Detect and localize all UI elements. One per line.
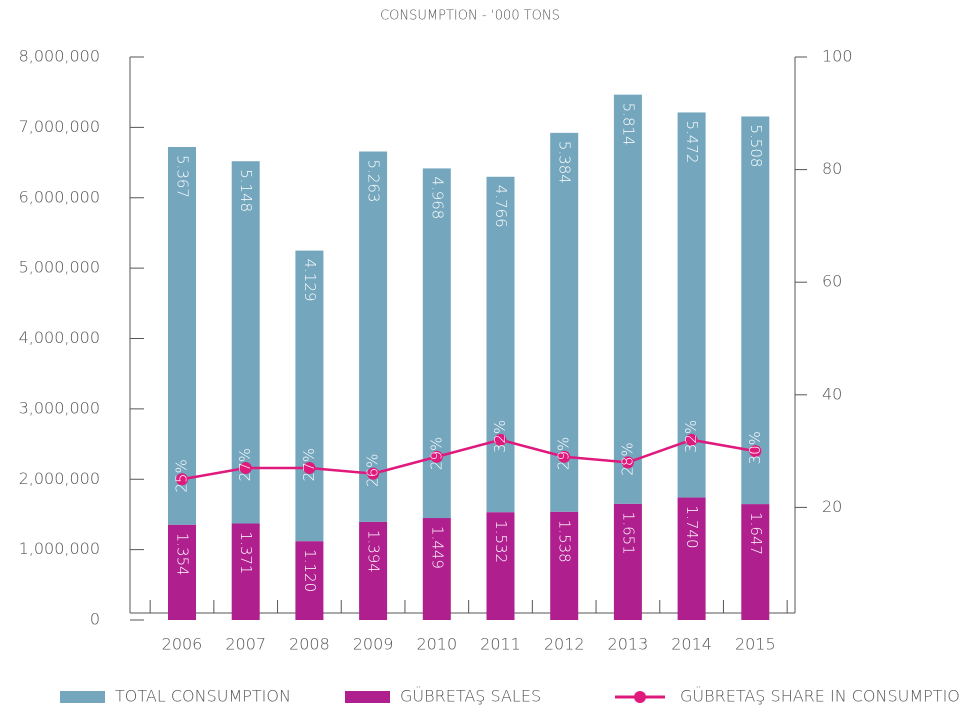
x-tick-label: 2006 bbox=[162, 635, 203, 654]
bar-segment bbox=[168, 147, 196, 525]
bar-segment bbox=[486, 176, 515, 513]
share-label: 32% bbox=[682, 420, 700, 453]
share-label: 29% bbox=[555, 437, 573, 470]
share-point bbox=[367, 467, 380, 480]
bar-segment bbox=[295, 250, 324, 542]
bar-value-label: 5.472 bbox=[683, 120, 701, 163]
bar-segment bbox=[677, 112, 706, 498]
share-point bbox=[239, 461, 252, 474]
x-tick-label: 2010 bbox=[416, 635, 457, 654]
share-point bbox=[176, 473, 188, 486]
bar-segment bbox=[422, 518, 451, 620]
bar-value-label: 4.129 bbox=[301, 259, 319, 302]
y-tick-label: 8,000,000 bbox=[19, 47, 100, 66]
y-tick-label: 2,000,000 bbox=[19, 469, 100, 488]
share-point bbox=[685, 433, 698, 446]
legend-label: GÜBRETAŞ SHARE IN CONSUMPTION bbox=[680, 687, 961, 706]
share-label: 27% bbox=[236, 448, 254, 481]
x-tick-label: 2009 bbox=[353, 635, 394, 654]
bar-segment bbox=[359, 521, 388, 620]
bar-segment bbox=[741, 504, 770, 620]
share-label: 27% bbox=[300, 448, 318, 481]
bar-segment bbox=[677, 497, 706, 620]
bar-segment bbox=[168, 524, 196, 620]
x-tick-label: 2013 bbox=[608, 635, 649, 654]
y2-tick-label: 80 bbox=[822, 159, 842, 178]
y-tick-label: 4,000,000 bbox=[19, 328, 100, 347]
share-label: 32% bbox=[491, 420, 509, 453]
x-tick-label: 2014 bbox=[671, 635, 712, 654]
share-label: 30% bbox=[746, 431, 764, 464]
legend-swatch bbox=[345, 691, 390, 703]
bar-value-label: 1.538 bbox=[556, 520, 574, 563]
y-tick-label: 1,000,000 bbox=[19, 539, 100, 558]
share-label: 25% bbox=[173, 459, 191, 492]
y-tick-label: 7,000,000 bbox=[19, 117, 100, 136]
bar-value-label: 5.148 bbox=[237, 169, 255, 212]
legend-dot bbox=[634, 691, 646, 703]
share-point bbox=[303, 461, 316, 474]
share-point bbox=[749, 445, 762, 458]
bar-segment bbox=[359, 151, 388, 522]
bar-value-label: 5.814 bbox=[619, 103, 637, 146]
bar-value-label: 1.371 bbox=[237, 532, 255, 575]
bar-segment bbox=[613, 503, 642, 620]
bar-value-label: 1.651 bbox=[619, 512, 637, 555]
y2-tick-label: 60 bbox=[822, 272, 842, 291]
bar-value-label: 5.367 bbox=[174, 155, 192, 198]
y-tick-label: 3,000,000 bbox=[19, 398, 100, 417]
bar-segment bbox=[231, 523, 260, 620]
bar-value-label: 1.394 bbox=[365, 530, 383, 573]
x-tick-label: 2008 bbox=[289, 635, 330, 654]
bar-value-label: 1.354 bbox=[174, 533, 192, 576]
bar-segment bbox=[295, 541, 324, 620]
bar-value-label: 5.384 bbox=[556, 141, 574, 184]
y2-tick-label: 100 bbox=[822, 47, 853, 66]
x-tick-label: 2007 bbox=[225, 635, 266, 654]
bar-value-label: 4.766 bbox=[492, 185, 510, 228]
share-line bbox=[181, 438, 756, 481]
share-label: 28% bbox=[618, 442, 636, 475]
bar-value-label: 4.968 bbox=[428, 176, 446, 219]
bar-value-label: 5.263 bbox=[365, 160, 383, 203]
legend-label: GÜBRETAŞ SALES bbox=[400, 687, 541, 706]
bar-value-label: 1.740 bbox=[683, 506, 701, 549]
bar-value-label: 1.449 bbox=[428, 526, 446, 569]
legend-label: TOTAL CONSUMPTION bbox=[115, 687, 291, 706]
bar-value-label: 1.120 bbox=[301, 549, 319, 592]
bar-value-label: 1.532 bbox=[492, 520, 510, 563]
y2-tick-label: 40 bbox=[822, 384, 842, 403]
share-label: 26% bbox=[364, 454, 382, 487]
x-tick-label: 2012 bbox=[544, 635, 585, 654]
share-point bbox=[558, 450, 571, 463]
bar-value-label: 1.647 bbox=[747, 512, 765, 555]
share-label: 29% bbox=[427, 437, 445, 470]
bar-segment bbox=[613, 94, 642, 504]
y-tick-label: 6,000,000 bbox=[19, 187, 100, 206]
y-tick-label: 5,000,000 bbox=[19, 258, 100, 277]
bar-segment bbox=[741, 116, 770, 505]
share-point bbox=[494, 433, 507, 446]
x-tick-label: 2011 bbox=[480, 635, 521, 654]
y2-tick-label: 20 bbox=[822, 497, 842, 516]
share-point bbox=[430, 450, 443, 463]
bar-segment bbox=[486, 512, 515, 620]
x-tick-label: 2015 bbox=[735, 635, 776, 654]
bar-value-label: 5.508 bbox=[747, 124, 765, 167]
legend-swatch bbox=[60, 691, 105, 703]
y-tick-label: 0 bbox=[90, 610, 100, 629]
share-point bbox=[621, 456, 634, 469]
bar-segment bbox=[550, 132, 579, 512]
chart-title: CONSUMPTION - ‘000 TONS bbox=[380, 9, 560, 24]
bar-segment bbox=[550, 511, 579, 620]
